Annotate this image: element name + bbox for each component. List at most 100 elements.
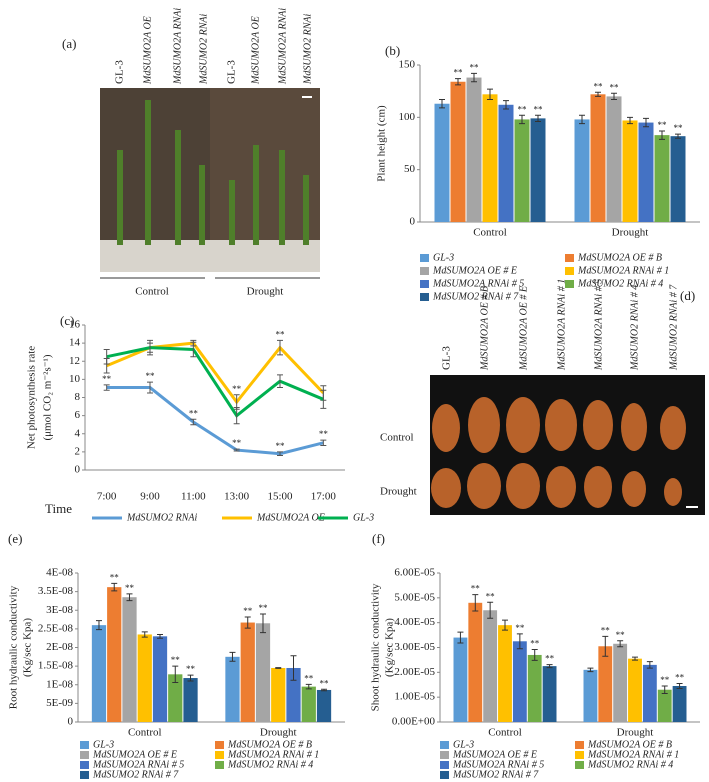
error-bar [659,130,665,140]
legend-swatch [80,761,89,769]
legend-label: GL-3 [453,739,474,750]
x-tick-label: 9:00 [140,491,160,503]
y-tick-label: 12 [69,355,80,367]
significance-label: ** [660,675,670,685]
significance-label: ** [471,584,481,594]
y-tick-label: 4E-08 [46,567,73,579]
column-label: MdSUMO2 RNAi # 4 [629,285,640,371]
legend-label: MdSUMO2 RNAi # 7 [92,769,179,780]
error-bar [502,619,508,631]
y-axis-label: Net photosynthesis rate [26,346,38,449]
error-bar [277,339,283,356]
error-bar [147,381,153,394]
y-tick-label: 3.00E-05 [394,641,435,653]
bar [512,641,527,722]
y-tick-label: 14 [69,337,81,349]
error-bar [455,78,461,86]
bar [107,587,122,722]
bar [530,118,546,222]
plants [117,100,309,245]
bar [453,637,468,722]
panel-label: (c) [60,313,74,328]
error-bar [439,99,445,109]
legend-label: GL-3 [353,512,374,523]
legend-label: MdSUMO2 RNAi # 4 [577,278,663,289]
error-bar [531,648,538,661]
x-tick-label: Control [473,227,507,239]
y-axis-label: (Kg/sec Kpa) [22,618,34,677]
y-tick-label: 8 [75,391,81,403]
y-tick-label: 5E-09 [46,697,73,709]
bar [240,622,255,722]
legend-label: GL-3 [433,252,454,263]
legend-swatch [575,761,584,769]
column-label: MdSUMO2A RNAi [172,8,183,85]
legend-swatch [440,761,449,769]
error-bar [95,620,102,631]
error-bar [675,133,681,139]
legend-label: MdSUMO2A OE # E [432,265,517,276]
column-label: MdSUMO2A OE # E [518,286,529,371]
bar [301,686,316,722]
legend-swatch [420,293,429,301]
y-tick-label: 1E-08 [46,678,73,690]
bar [434,103,450,222]
significance-label: ** [594,81,604,91]
error-bar [187,674,194,682]
legend-swatch [565,280,574,288]
error-bar [472,594,479,612]
legend-label: MdSUMO2 RNAi # 7 [452,769,539,780]
column-label: MdSUMO2A RNAi # 5 [593,279,604,371]
significance-label: ** [658,120,668,130]
bar [642,664,657,722]
error-bar [229,651,236,662]
legend-swatch [420,254,429,262]
error-bar [259,613,266,634]
row-label: Drought [380,486,417,498]
bar [286,667,301,722]
bar [606,96,622,222]
error-bar [111,582,118,592]
legend-swatch [575,741,584,749]
y-tick-label: 0 [410,216,416,228]
significance-label: ** [102,374,112,384]
bar [574,119,590,222]
error-bar [157,633,164,639]
panel-label: (f) [372,531,385,546]
error-bar [646,661,653,669]
x-tick-label: 15:00 [267,491,293,503]
legend-label: MdSUMO2 RNAi [126,512,197,523]
bar [225,656,240,722]
bar [657,689,672,722]
bar [468,602,483,722]
legend-label: GL-3 [93,739,114,750]
bar [482,94,498,222]
column-label: MdSUMO2A RNAi # 1 [556,279,567,371]
y-axis-label: Root hydraulic conductivity [8,585,20,709]
error-bar [516,633,523,650]
significance-label: ** [319,429,329,439]
error-bar [103,384,110,391]
bar [168,674,183,722]
error-bar [320,389,327,409]
error-bar [602,635,609,657]
error-bar [320,439,327,447]
bar [670,136,686,222]
column-label: MdSUMO2 RNAi [198,14,209,85]
column-label: MdSUMO2A OE [142,16,153,85]
significance-label: ** [276,441,286,451]
group-label: Control [135,286,169,298]
roots [431,397,686,509]
line [106,341,325,405]
error-bar [103,348,110,365]
error-bar [305,683,312,690]
error-bar [290,655,297,681]
significance-label: ** [125,583,135,593]
legend-label: MdSUMO2A OE # B [587,739,672,750]
y-tick-label: 6 [75,409,81,421]
error-bar [519,114,525,125]
y-tick-label: 0 [68,716,74,728]
y-axis-label: Plant height (cm) [376,105,388,182]
significance-label: ** [675,673,685,683]
